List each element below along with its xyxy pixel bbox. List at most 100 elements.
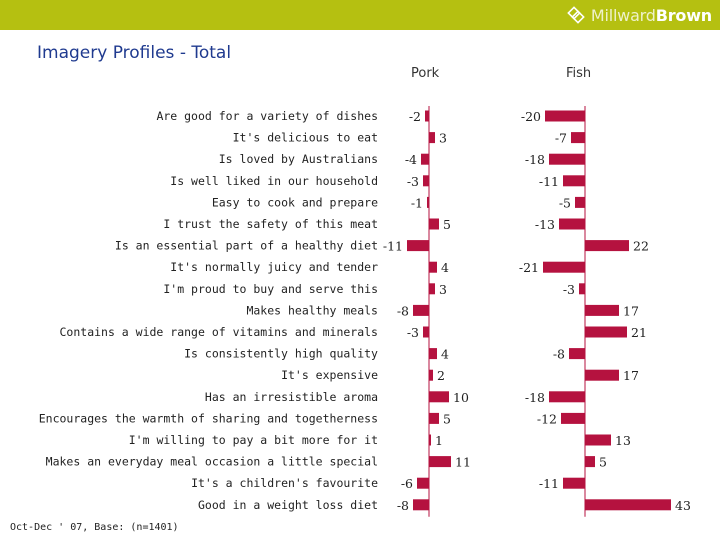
- category-label-i-m-willing-to-pay-a-bit-more-for-it: I'm willing to pay a bit more for it: [129, 433, 378, 447]
- fish-value-label-it-s-expensive: 17: [623, 368, 639, 383]
- category-label-encourages-the-warmth-of-sharing-and-togetherness: Encourages the warmth of sharing and tog…: [39, 411, 378, 425]
- fish-value-label-are-good-for-a-variety-of-dishes: -20: [521, 109, 541, 124]
- brand-mark-icon: [567, 6, 585, 24]
- pork-bar-good-in-a-weight-loss-diet: [413, 499, 429, 511]
- pork-value-label-i-trust-the-safety-of-this-meat: 5: [443, 217, 451, 232]
- fish-value-label-easy-to-cook-and-prepare: -5: [559, 195, 571, 210]
- pork-bar-easy-to-cook-and-prepare: [427, 196, 429, 208]
- pork-value-label-it-s-delicious-to-eat: 3: [439, 131, 447, 146]
- pork-bar-i-m-willing-to-pay-a-bit-more-for-it: [429, 434, 431, 446]
- pork-bar-makes-an-everyday-meal-occasion-a-little-special: [429, 456, 451, 468]
- fish-value-label-good-in-a-weight-loss-diet: 43: [675, 498, 691, 513]
- fish-bar-i-m-willing-to-pay-a-bit-more-for-it: [585, 434, 611, 446]
- pork-value-label-it-s-normally-juicy-and-tender: 4: [441, 260, 449, 275]
- fish-value-label-is-an-essential-part-of-a-healthy-diet: 22: [633, 239, 649, 254]
- category-label-i-trust-the-safety-of-this-meat: I trust the safety of this meat: [163, 217, 378, 231]
- category-label-makes-healthy-meals: Makes healthy meals: [246, 303, 378, 317]
- pork-bar-is-consistently-high-quality: [429, 348, 437, 360]
- pork-value-label-is-loved-by-australians: -4: [405, 152, 417, 167]
- fish-bar-is-consistently-high-quality: [569, 348, 585, 360]
- pork-value-label-i-m-willing-to-pay-a-bit-more-for-it: 1: [435, 433, 443, 448]
- pork-value-label-contains-a-wide-range-of-vitamins-and-minerals: -3: [407, 325, 419, 340]
- fish-bar-encourages-the-warmth-of-sharing-and-togetherness: [561, 412, 585, 424]
- pork-bar-it-s-delicious-to-eat: [429, 132, 435, 144]
- fish-value-label-contains-a-wide-range-of-vitamins-and-minerals: 21: [631, 325, 647, 340]
- fish-bar-it-s-delicious-to-eat: [571, 132, 585, 144]
- pork-value-label-has-an-irresistible-aroma: 10: [453, 390, 469, 405]
- fish-bar-i-trust-the-safety-of-this-meat: [559, 218, 585, 230]
- pork-bar-is-well-liked-in-our-household: [423, 175, 429, 187]
- pork-bar-is-an-essential-part-of-a-healthy-diet: [407, 240, 429, 252]
- fish-bar-makes-healthy-meals: [585, 304, 619, 316]
- fish-value-label-it-s-a-children-s-favourite: -11: [539, 476, 559, 491]
- fish-value-label-encourages-the-warmth-of-sharing-and-togetherness: -12: [537, 411, 557, 426]
- fish-bar-good-in-a-weight-loss-diet: [585, 499, 671, 511]
- pork-value-label-is-an-essential-part-of-a-healthy-diet: -11: [383, 239, 403, 254]
- series-header-fish: Fish: [566, 66, 592, 81]
- pork-value-label-it-s-expensive: 2: [437, 368, 445, 383]
- category-label-is-loved-by-australians: Is loved by Australians: [219, 152, 378, 166]
- fish-value-label-makes-an-everyday-meal-occasion-a-little-special: 5: [599, 455, 607, 470]
- pork-bar-contains-a-wide-range-of-vitamins-and-minerals: [423, 326, 429, 338]
- fish-value-label-is-well-liked-in-our-household: -11: [539, 174, 559, 189]
- fish-value-label-is-loved-by-australians: -18: [525, 152, 545, 167]
- category-label-it-s-a-children-s-favourite: It's a children's favourite: [191, 476, 378, 490]
- pork-value-label-is-well-liked-in-our-household: -3: [407, 174, 419, 189]
- pork-value-label-is-consistently-high-quality: 4: [441, 347, 449, 362]
- category-label-is-well-liked-in-our-household: Is well liked in our household: [170, 174, 378, 188]
- fish-bar-is-well-liked-in-our-household: [563, 175, 585, 187]
- fish-value-label-is-consistently-high-quality: -8: [553, 347, 565, 362]
- pork-value-label-i-m-proud-to-buy-and-serve-this: 3: [439, 282, 447, 297]
- brand-logo: MillwardBrown: [565, 4, 712, 26]
- pork-bar-i-m-proud-to-buy-and-serve-this: [429, 283, 435, 295]
- category-label-is-an-essential-part-of-a-healthy-diet: Is an essential part of a healthy diet: [115, 239, 378, 253]
- fish-bar-it-s-expensive: [585, 369, 619, 381]
- pork-value-label-encourages-the-warmth-of-sharing-and-togetherness: 5: [443, 411, 451, 426]
- category-label-contains-a-wide-range-of-vitamins-and-minerals: Contains a wide range of vitamins and mi…: [60, 325, 379, 339]
- pork-value-label-makes-an-everyday-meal-occasion-a-little-special: 11: [455, 455, 471, 470]
- fish-value-label-has-an-irresistible-aroma: -18: [525, 390, 545, 405]
- fish-value-label-i-trust-the-safety-of-this-meat: -13: [535, 217, 555, 232]
- series-header-pork: Pork: [411, 66, 440, 81]
- pork-value-label-it-s-a-children-s-favourite: -6: [401, 476, 413, 491]
- category-label-it-s-normally-juicy-and-tender: It's normally juicy and tender: [170, 260, 378, 274]
- category-label-it-s-delicious-to-eat: It's delicious to eat: [233, 131, 378, 145]
- pork-bar-encourages-the-warmth-of-sharing-and-togetherness: [429, 412, 439, 424]
- pork-bar-it-s-expensive: [429, 369, 433, 381]
- fish-bar-contains-a-wide-range-of-vitamins-and-minerals: [585, 326, 627, 338]
- pork-value-label-easy-to-cook-and-prepare: -1: [411, 195, 423, 210]
- fish-bar-makes-an-everyday-meal-occasion-a-little-special: [585, 456, 595, 468]
- fish-bar-are-good-for-a-variety-of-dishes: [545, 110, 585, 122]
- brand-name-bold: Brown: [655, 5, 712, 25]
- pork-bar-it-s-normally-juicy-and-tender: [429, 261, 437, 273]
- base-footnote: Oct-Dec ' 07, Base: (n=1401): [10, 522, 179, 533]
- category-label-are-good-for-a-variety-of-dishes: Are good for a variety of dishes: [156, 109, 378, 123]
- pork-value-label-makes-healthy-meals: -8: [397, 303, 409, 318]
- category-label-i-m-proud-to-buy-and-serve-this: I'm proud to buy and serve this: [163, 282, 378, 296]
- fish-bar-is-an-essential-part-of-a-healthy-diet: [585, 240, 629, 252]
- fish-value-label-it-s-normally-juicy-and-tender: -21: [519, 260, 539, 275]
- fish-value-label-i-m-willing-to-pay-a-bit-more-for-it: 13: [615, 433, 631, 448]
- fish-value-label-makes-healthy-meals: 17: [623, 303, 639, 318]
- pork-bar-it-s-a-children-s-favourite: [417, 477, 429, 489]
- category-label-makes-an-everyday-meal-occasion-a-little-special: Makes an everyday meal occasion a little…: [46, 455, 378, 469]
- brand-name-light: Millward: [590, 5, 656, 25]
- pork-value-label-good-in-a-weight-loss-diet: -8: [397, 498, 409, 513]
- category-label-it-s-expensive: It's expensive: [281, 368, 378, 382]
- category-label-is-consistently-high-quality: Is consistently high quality: [184, 347, 378, 361]
- brand-name: MillwardBrown: [591, 6, 712, 25]
- pork-bar-i-trust-the-safety-of-this-meat: [429, 218, 439, 230]
- pork-bar-is-loved-by-australians: [421, 153, 429, 165]
- fish-bar-is-loved-by-australians: [549, 153, 585, 165]
- category-label-good-in-a-weight-loss-diet: Good in a weight loss diet: [198, 498, 378, 512]
- fish-bar-it-s-a-children-s-favourite: [563, 477, 585, 489]
- pork-value-label-are-good-for-a-variety-of-dishes: -2: [409, 109, 421, 124]
- fish-bar-easy-to-cook-and-prepare: [575, 196, 585, 208]
- category-label-has-an-irresistible-aroma: Has an irresistible aroma: [205, 390, 378, 404]
- pork-bar-has-an-irresistible-aroma: [429, 391, 449, 403]
- fish-bar-has-an-irresistible-aroma: [549, 391, 585, 403]
- fish-bar-i-m-proud-to-buy-and-serve-this: [579, 283, 585, 295]
- pork-bar-makes-healthy-meals: [413, 304, 429, 316]
- header-bar: MillwardBrown: [0, 0, 720, 30]
